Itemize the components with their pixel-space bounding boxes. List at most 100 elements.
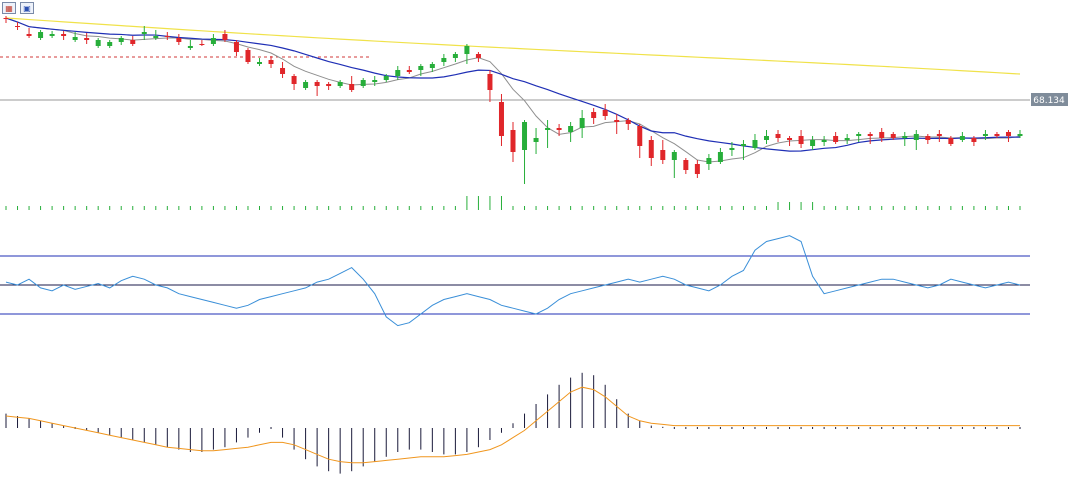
candle-body [291,76,297,84]
candle-body [84,38,90,40]
candle-body [602,110,608,116]
macd-signal-line [5,386,1020,464]
candle-body [948,138,954,144]
candle-body [452,54,458,58]
candle-body [671,152,677,160]
candle-body [61,34,67,36]
candle-body [349,84,355,90]
candle-body [591,112,597,118]
candle-body [3,18,9,19]
candle-body [545,128,551,130]
candle-body [222,34,228,40]
candle-body [360,80,366,86]
candle-body [383,76,389,80]
price-label: 68.134 [1033,96,1065,106]
candle-body [717,152,723,162]
candle-body [637,126,643,146]
candle-body [418,66,424,70]
candle-body [936,134,942,136]
candle-body [130,40,136,44]
candle-body [199,44,205,45]
candle-body [26,34,32,36]
fast-moving-average-line [5,17,1021,163]
candle-body [118,38,124,42]
candle-body [810,140,816,146]
candle-body [821,140,827,142]
candle-body [614,120,620,122]
chart-properties-icon[interactable]: ▣ [20,2,34,14]
candle-body [107,42,113,46]
candle-body [787,138,793,140]
candle-body [1017,134,1023,136]
candle-body [49,34,55,36]
candle-body [867,134,873,136]
candle-body [326,84,332,86]
candle-body [498,102,504,136]
candle-body [233,42,239,52]
candle-body [568,126,574,132]
candle-body [187,46,193,48]
candle-body [971,138,977,142]
candle-body [441,58,447,62]
candle-body [925,136,931,140]
candle-body [959,136,965,140]
candle-body [694,164,700,174]
candle-body [141,32,147,34]
candle-body [994,134,1000,136]
candle-body [337,82,343,86]
candle-body [706,158,712,164]
candle-body [38,32,44,38]
candle-body [257,62,262,64]
candle-body [579,118,585,128]
candle-body [395,70,401,76]
candle-body [314,82,320,86]
candle-body [72,37,78,40]
candle-body [856,134,862,136]
candle-body [406,70,412,72]
candle-body [280,68,286,74]
candle-body [556,128,562,130]
candle-body [844,138,850,140]
candle-body [15,26,21,27]
candle-body [648,140,654,158]
candle-body [890,134,896,138]
candle-body [913,134,919,140]
mid-moving-average-line [5,17,1020,152]
candle-body [625,120,631,124]
candle-body [533,138,539,142]
candle-body [95,40,101,46]
candle-body [475,54,481,58]
candle-body [752,140,758,148]
candle-body [833,136,839,142]
candle-body [982,134,988,136]
candle-body [164,36,170,37]
candle-body [775,134,781,138]
candle-body [303,82,309,88]
candle-body [176,38,182,42]
candle-body [798,136,804,144]
candle-body [683,160,689,170]
candle-body [764,136,769,140]
candle-body [464,46,470,54]
candle-body [902,136,908,138]
candle-body [879,132,885,138]
rsi-line [5,235,1021,327]
candle-body [372,80,378,82]
candle-body [660,150,666,160]
grid-icon[interactable]: ▦ [2,2,16,14]
candle-body [487,74,493,90]
chart-toolbar: ▦ ▣ [2,2,34,14]
price-tag [1031,93,1068,106]
candle-body [210,38,216,44]
candle-body [729,148,735,150]
candle-body [429,64,435,68]
candle-body [268,60,274,64]
candle-body [153,36,159,38]
candle-body [245,50,251,62]
candle-body [740,144,746,146]
candle-body [522,122,528,150]
candle-body [1005,132,1011,136]
slow-moving-average-line [5,17,1021,75]
candle-body [510,130,516,152]
